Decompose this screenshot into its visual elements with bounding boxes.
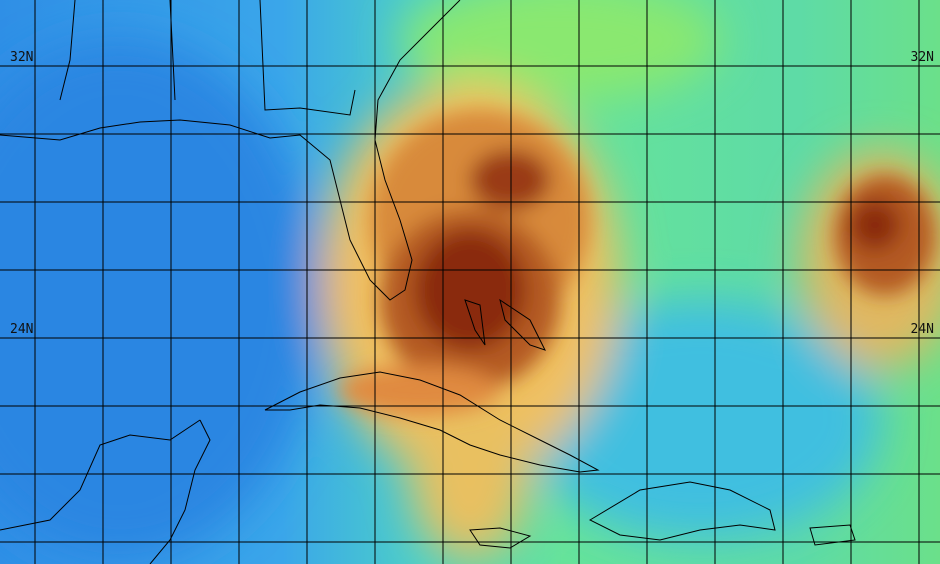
latitude-label: 32N — [911, 50, 934, 65]
latitude-label: 24N — [911, 322, 934, 337]
latitude-label: 24N — [10, 322, 33, 337]
latitude-label: 32N — [10, 50, 33, 65]
latitude-labels: 32N 32N 24N 24N — [10, 50, 934, 337]
